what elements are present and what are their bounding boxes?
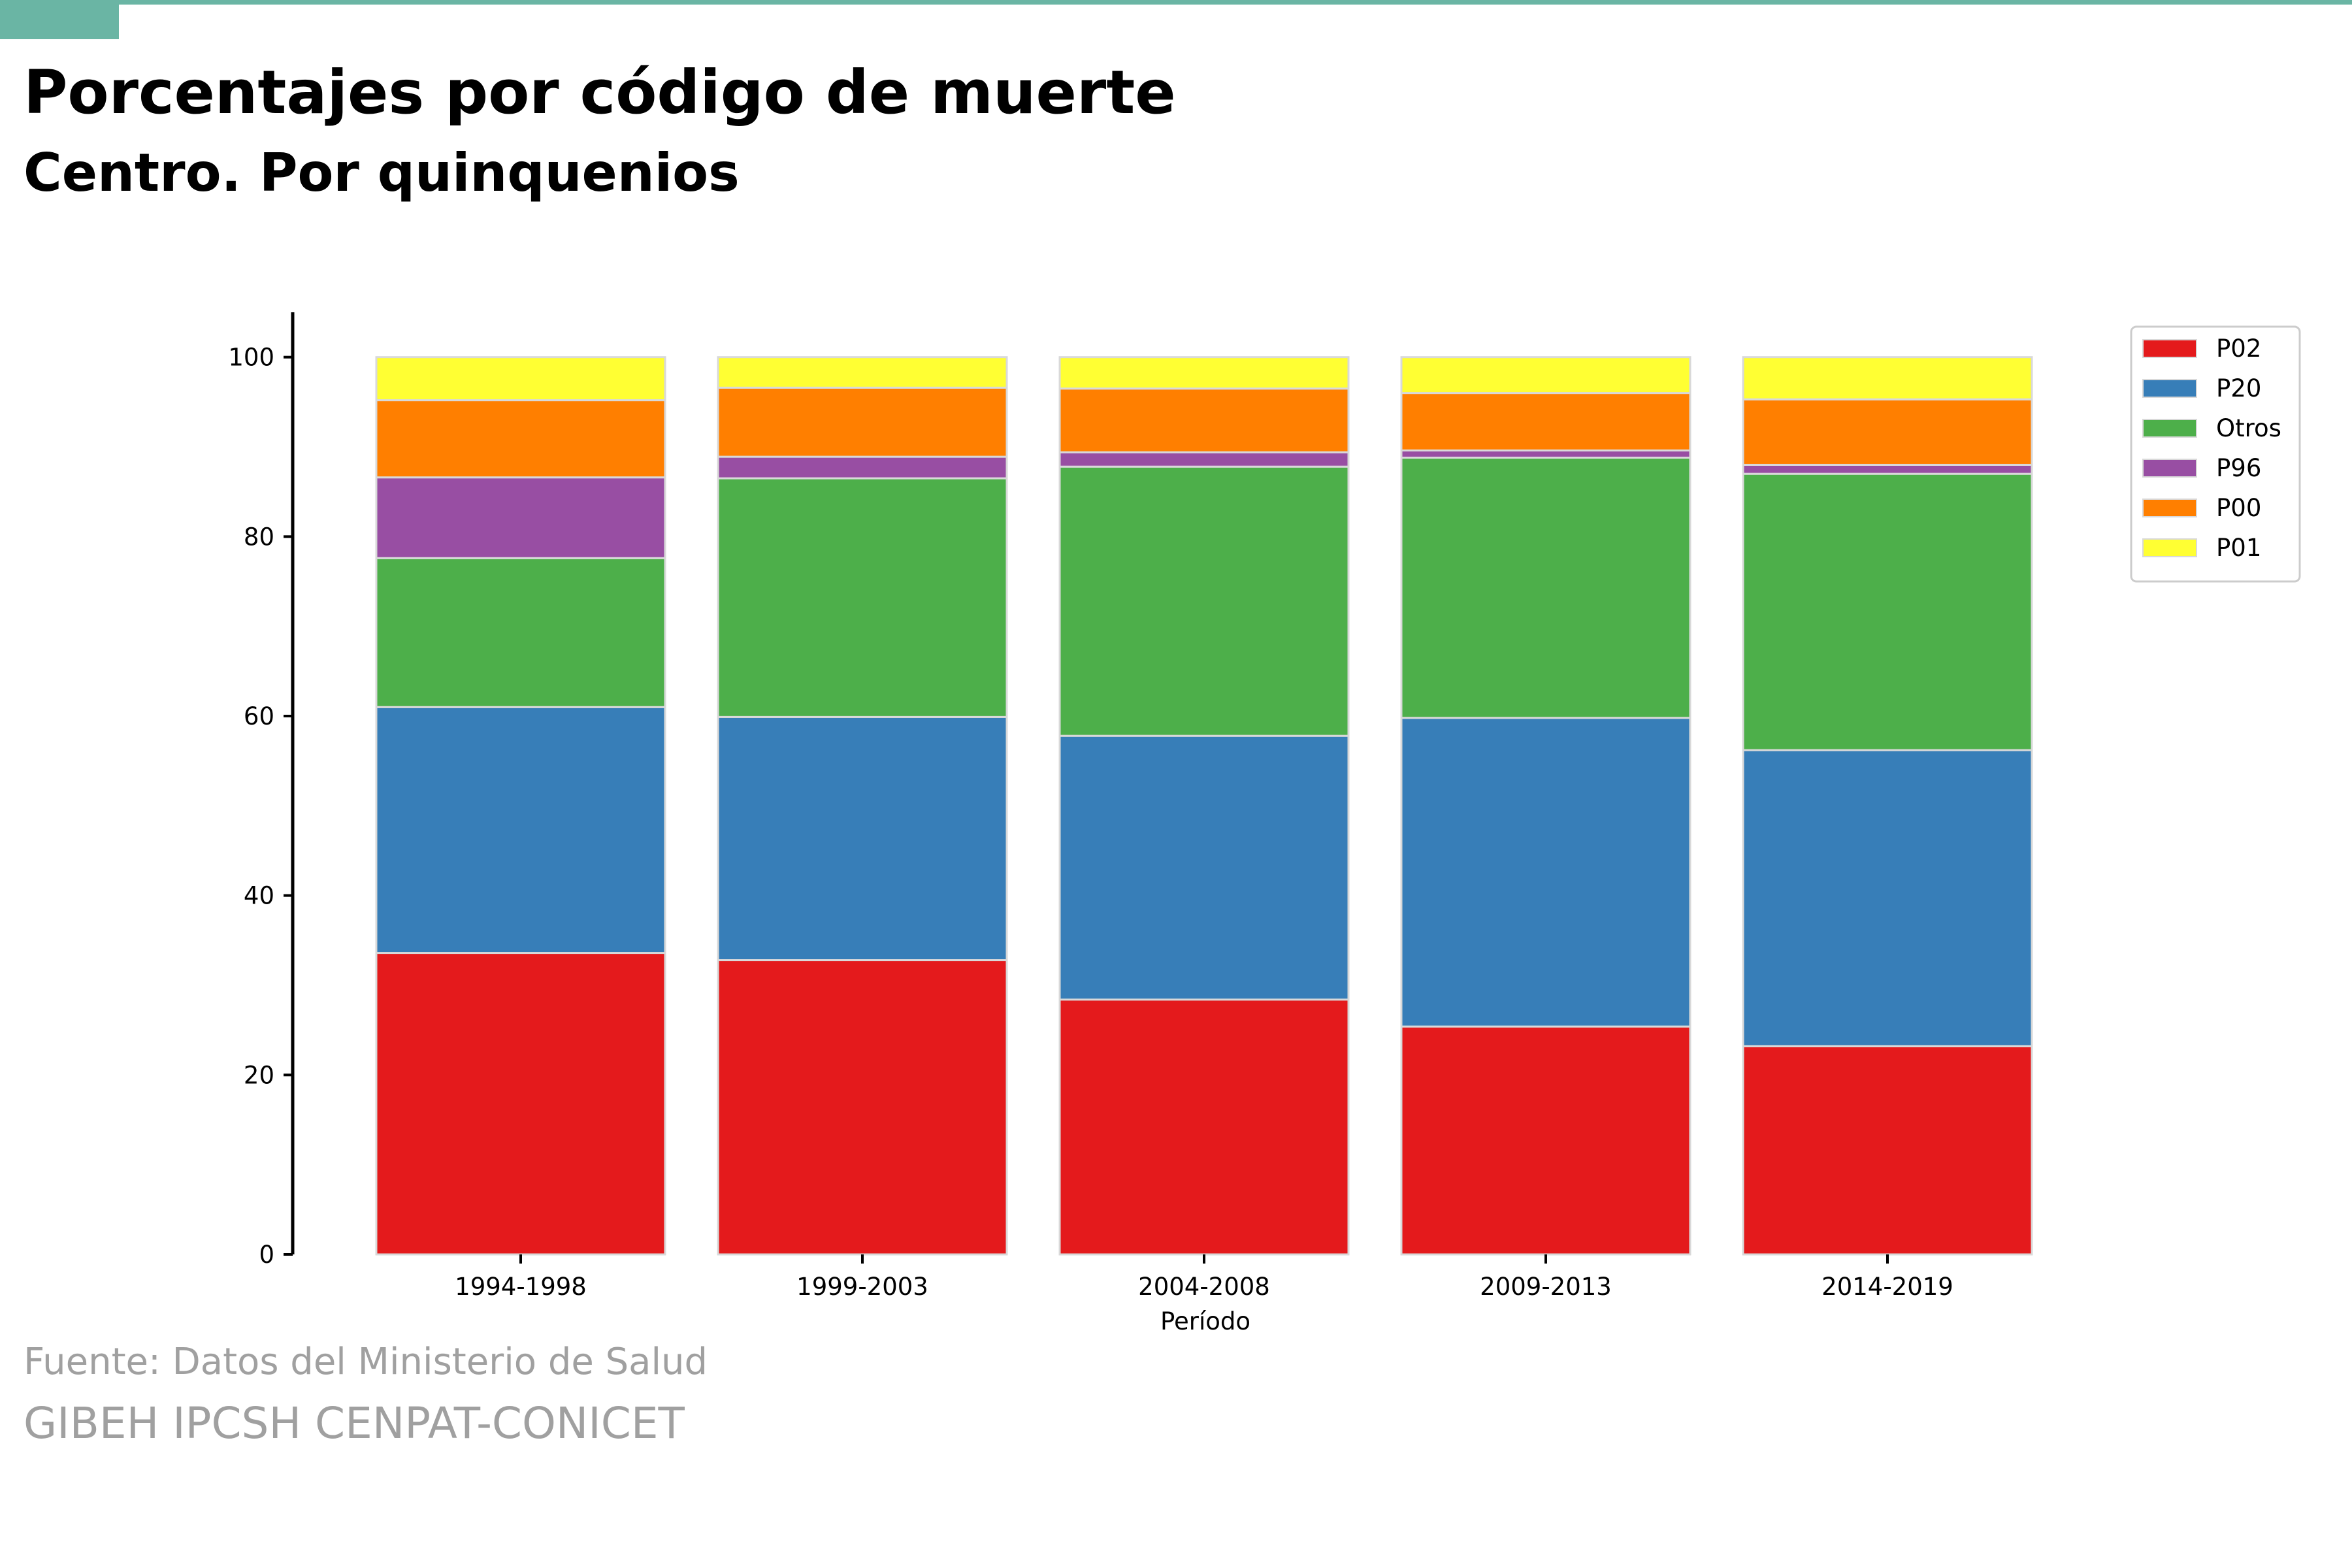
- bar-otros-2004-2008: [1058, 465, 1350, 737]
- bar-p01-1999-2003: [717, 356, 1008, 389]
- legend-swatch-p20: [2142, 379, 2197, 398]
- bar-p96-2004-2008: [1058, 451, 1350, 468]
- legend-label-otros: Otros: [2216, 414, 2281, 442]
- bar-p00-2004-2008: [1058, 387, 1350, 453]
- bar-otros-1999-2003: [717, 477, 1008, 718]
- legend-label-p20: P20: [2216, 374, 2261, 402]
- bar-p00-2009-2013: [1400, 392, 1691, 451]
- bar-p01-2014-2019: [1742, 356, 2033, 400]
- top-accent-rule: [0, 0, 2352, 5]
- y-tick-label: 60: [244, 702, 274, 730]
- bar-p20-1994-1998: [375, 706, 666, 955]
- bar-otros-2014-2019: [1742, 472, 2033, 751]
- x-tick-label: 2004-2008: [1138, 1273, 1270, 1301]
- legend-swatch-p01: [2142, 538, 2197, 557]
- legend-swatch-p96: [2142, 459, 2197, 478]
- y-tick-label: 0: [259, 1241, 274, 1269]
- top-accent-tab: [0, 0, 119, 39]
- bar-otros-2009-2013: [1400, 456, 1691, 719]
- x-tick-label: 1994-1998: [455, 1273, 587, 1301]
- bar-layer: [375, 356, 2033, 1256]
- legend: P02 P20 Otros P96 P00 P01: [2130, 325, 2301, 583]
- bar-p96-1994-1998: [375, 476, 666, 559]
- bar-p00-1999-2003: [717, 386, 1008, 458]
- bar-p20-2014-2019: [1742, 749, 2033, 1047]
- bar-p20-1999-2003: [717, 715, 1008, 962]
- legend-swatch-p02: [2142, 339, 2197, 358]
- y-tick-label: 20: [244, 1061, 274, 1089]
- bar-p20-2004-2008: [1058, 734, 1350, 1001]
- x-tick-label: 2009-2013: [1480, 1273, 1612, 1301]
- axes: 0 20 40 60 80 100 1994-1998 1999-2003 2004-2008 2…: [228, 312, 1953, 1301]
- bar-p02-1994-1998: [375, 952, 666, 1256]
- bar-p00-2014-2019: [1742, 398, 2033, 466]
- bar-p00-1994-1998: [375, 399, 666, 479]
- bar-p20-2009-2013: [1400, 717, 1691, 1028]
- chart-title: Porcentajes por código de muerte: [24, 57, 1176, 127]
- bar-p96-2014-2019: [1742, 463, 2033, 475]
- legend-label-p02: P02: [2216, 335, 2261, 363]
- y-tick-label: 100: [228, 344, 274, 372]
- credit-note: GIBEH IPCSH CENPAT-CONICET: [24, 1398, 685, 1448]
- legend-label-p96: P96: [2216, 454, 2261, 482]
- x-tick-label: 1999-2003: [796, 1273, 928, 1301]
- bar-p96-1999-2003: [717, 455, 1008, 480]
- bar-p02-2009-2013: [1400, 1025, 1691, 1256]
- x-axis-label: Período: [1160, 1307, 1250, 1335]
- bar-p01-1994-1998: [375, 356, 666, 402]
- legend-label-p00: P00: [2216, 494, 2261, 522]
- source-note: Fuente: Datos del Ministerio de Salud: [24, 1341, 708, 1383]
- bar-p01-2004-2008: [1058, 356, 1350, 390]
- legend-label-p01: P01: [2216, 534, 2261, 562]
- bar-p02-1999-2003: [717, 959, 1008, 1256]
- legend-swatch-p00: [2142, 498, 2197, 517]
- bar-p01-2009-2013: [1400, 356, 1691, 395]
- x-tick-label: 2014-2019: [1821, 1273, 1953, 1301]
- legend-swatch-otros: [2142, 419, 2197, 438]
- y-tick-label: 80: [244, 523, 274, 551]
- y-tick-label: 40: [244, 882, 274, 910]
- bar-p02-2004-2008: [1058, 998, 1350, 1256]
- bar-p96-2009-2013: [1400, 449, 1691, 459]
- bar-otros-1994-1998: [375, 557, 666, 708]
- bar-p02-2014-2019: [1742, 1045, 2033, 1256]
- chart-subtitle: Centro. Por quinquenios: [24, 142, 740, 203]
